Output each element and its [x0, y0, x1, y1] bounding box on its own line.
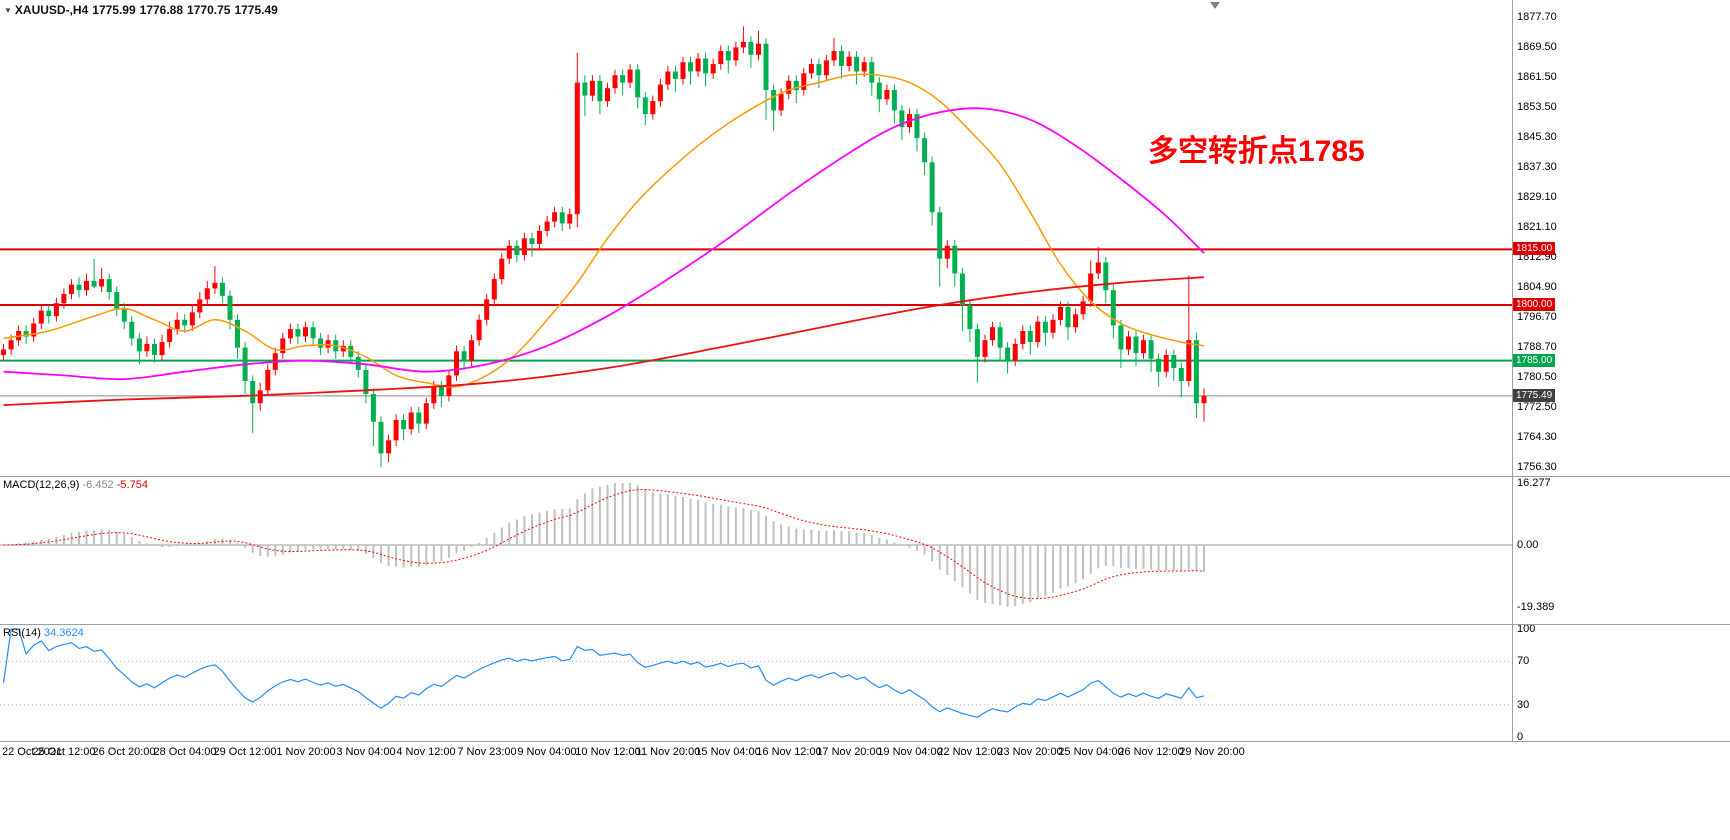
rsi-title: RSI(14) [3, 627, 41, 639]
time-axis-label: 29 Nov 20:00 [1179, 746, 1245, 758]
time-axis-label: 4 Nov 12:00 [396, 746, 456, 758]
price-axis-label: 1788.70 [1517, 341, 1557, 353]
time-axis-label: 25 Oct 12:00 [32, 746, 96, 758]
price-axis-label: 1845.30 [1517, 131, 1557, 143]
time-axis-label: 17 Nov 20:00 [816, 746, 882, 758]
time-axis-label: 11 Nov 20:00 [635, 746, 701, 758]
rsi-axis-label: 70 [1517, 655, 1530, 667]
macd-axis-label: -19.389 [1517, 601, 1555, 613]
price-axis-label: 1861.50 [1517, 71, 1557, 83]
time-axis-label: 26 Nov 12:00 [1118, 746, 1184, 758]
time-axis-label: 3 Nov 04:00 [336, 746, 396, 758]
price-axis-label: 1764.30 [1517, 431, 1557, 443]
time-axis-label: 22 Oct 2021 [2, 746, 62, 758]
pivot-line-1785-price-tag: 1785.00 [1513, 354, 1556, 367]
candles-series [1, 26, 1207, 468]
macd-title: MACD(12,26,9) [3, 479, 80, 491]
axis-separator [1512, 0, 1513, 742]
price-axis-label: 1837.30 [1517, 161, 1557, 173]
price-axis-label: 1853.50 [1517, 101, 1557, 113]
time-axis-label: 9 Nov 04:00 [517, 746, 577, 758]
rsi-axis-label: 0 [1517, 731, 1524, 743]
time-axis-label: 25 Nov 04:00 [1058, 746, 1124, 758]
macd-signal-line [3, 488, 1205, 600]
ohlc-close: 1775.49 [234, 3, 278, 17]
medium-ma-line [3, 107, 1205, 381]
ohlc-high: 1776.88 [139, 3, 184, 17]
time-axis-label: 29 Oct 12:00 [213, 746, 277, 758]
symbol-header: ▼ XAUUSD-,H4 1775.99 1776.88 1770.75 1775.49 [4, 3, 282, 17]
resistance-line-1800-price-tag: 1800.00 [1513, 298, 1556, 311]
price-axis-label: 1821.10 [1517, 221, 1557, 233]
price-axis-label: 1804.90 [1517, 281, 1557, 293]
symbol-dropdown-icon[interactable]: ▼ [4, 6, 12, 15]
time-axis-label: 23 Nov 20:00 [997, 746, 1063, 758]
fast-ma-line [3, 73, 1205, 388]
time-axis-label: 10 Nov 12:00 [575, 746, 641, 758]
macd-value-signal: -5.754 [116, 479, 148, 491]
rsi-axis-label: 100 [1517, 623, 1536, 635]
time-axis-label: 7 Nov 23:00 [457, 746, 517, 758]
rsi-value: 34.3624 [43, 627, 84, 639]
time-axis-label: 19 Nov 04:00 [877, 746, 943, 758]
price-axis-label: 1796.70 [1517, 311, 1557, 323]
rsi-line [2, 628, 1205, 718]
price-axis-label: 1869.50 [1517, 41, 1557, 53]
time-axis-label: 22 Nov 12:00 [937, 746, 1003, 758]
macd-axis-label: 16.277 [1517, 477, 1551, 489]
rsi-header: RSI(14) 34.3624 [3, 627, 84, 640]
macd-histogram [2, 483, 1205, 607]
price-axis-label: 1780.50 [1517, 371, 1557, 383]
price-axis-label: 1756.30 [1517, 461, 1557, 473]
rsi-axis-label: 30 [1517, 699, 1530, 711]
time-axis-label: 1 Nov 20:00 [276, 746, 336, 758]
current-price-line-price-tag: 1775.49 [1513, 389, 1556, 402]
panel-separator[interactable] [0, 624, 1730, 625]
chart-shift-marker-icon[interactable] [1210, 2, 1220, 9]
macd-axis-label: 0.00 [1517, 539, 1539, 551]
price-axis-label: 1772.50 [1517, 401, 1557, 413]
symbol-period-label: XAUUSD-,H4 [14, 3, 89, 17]
macd-header: MACD(12,26,9) -6.452 -5.754 [3, 479, 148, 492]
time-axis-label: 28 Oct 04:00 [153, 746, 217, 758]
macd-value-main: -6.452 [82, 479, 114, 491]
price-axis-label: 1877.70 [1517, 11, 1557, 23]
rsi-canvas[interactable] [0, 625, 1512, 741]
price-chart-canvas[interactable] [0, 0, 1512, 476]
time-axis-label: 15 Nov 04:00 [695, 746, 761, 758]
ohlc-open: 1775.99 [92, 3, 136, 17]
ohlc-low: 1770.75 [187, 3, 231, 17]
panel-separator [0, 741, 1730, 742]
time-axis-label: 26 Oct 20:00 [92, 746, 156, 758]
panel-separator[interactable] [0, 476, 1730, 477]
price-axis-label: 1829.10 [1517, 191, 1557, 203]
macd-canvas[interactable] [0, 477, 1512, 624]
resistance-line-1815-price-tag: 1815.00 [1513, 242, 1556, 255]
time-axis-label: 16 Nov 12:00 [756, 746, 822, 758]
chart-annotation-text: 多空转折点1785 [1148, 135, 1365, 168]
slow-ma-line [3, 276, 1205, 406]
